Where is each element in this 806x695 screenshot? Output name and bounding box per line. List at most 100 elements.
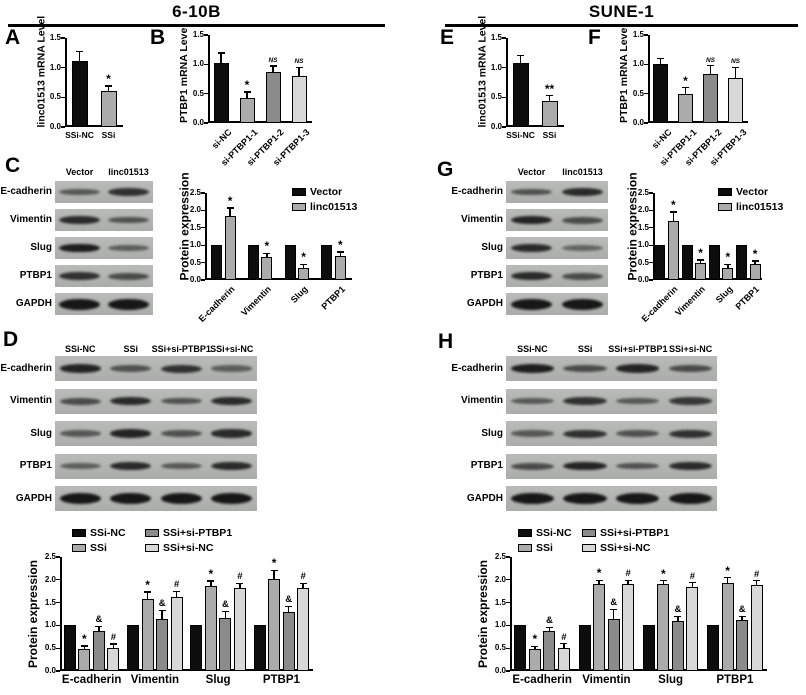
x-category-label: PTBP1	[262, 674, 300, 686]
significance-label: &	[610, 597, 618, 609]
legend-label: SSi	[536, 542, 553, 554]
significance-label: *	[208, 567, 214, 582]
blot-row-label: Slug	[30, 427, 52, 439]
blot-row-label: GAPDH	[15, 492, 52, 504]
panel-e-chart: linc01513 mRNA Level 0.0 0.5 1.0 1.5 SSi-NC **…	[470, 15, 615, 158]
blot-row-label: E-cadherin	[451, 186, 503, 197]
error-bar-cap	[270, 569, 278, 571]
error-bar-cap	[109, 643, 117, 645]
error-bar-cap	[545, 626, 553, 628]
plot-frame	[208, 35, 312, 123]
legend-label: SSi+si-PTBP1	[163, 527, 233, 539]
blot-band	[668, 493, 713, 504]
bar	[170, 596, 183, 671]
error-bar-cap	[144, 591, 152, 593]
error-bar	[146, 592, 149, 599]
blot-lane-label: linc01513	[108, 167, 149, 177]
blot-lane-label: Vector	[517, 167, 546, 177]
blot-band	[510, 430, 554, 437]
legend-label: linc01513	[736, 201, 784, 213]
y-tick-label: 1.0	[490, 62, 502, 72]
plot-frame	[510, 557, 767, 671]
blot-band	[510, 215, 553, 225]
y-tick-mark	[201, 279, 205, 281]
y-tick-mark	[502, 66, 506, 69]
y-tick-label: 0.0	[44, 666, 56, 675]
bar	[253, 625, 266, 671]
y-tick-label: 0.0	[490, 122, 502, 131]
y-tick-label: 2.5	[189, 188, 201, 197]
blot-box	[506, 237, 608, 259]
blot-band	[59, 493, 101, 504]
bar	[657, 584, 670, 671]
error-bar	[210, 581, 212, 586]
y-tick-mark	[61, 66, 65, 69]
blot-band	[160, 493, 202, 504]
significance-label: &	[738, 604, 746, 616]
bar	[667, 220, 679, 280]
blot-band	[561, 245, 604, 251]
y-tick-label: 0.5	[632, 88, 644, 98]
blot-band	[668, 461, 713, 471]
x-category-label: E-cadherin	[639, 284, 680, 324]
blot-band	[59, 243, 100, 253]
y-tick-label: 0.5	[44, 643, 56, 653]
legend-label: linc01513	[310, 201, 358, 213]
bar	[721, 583, 734, 671]
y-tick-label: 0.5	[490, 92, 502, 102]
y-tick-mark	[644, 122, 648, 124]
y-tick-label: 2.5	[637, 188, 649, 197]
panel-label-c: C	[5, 154, 21, 177]
blot-box	[506, 265, 608, 287]
y-tick-mark	[56, 624, 60, 627]
significance-label: *	[244, 77, 250, 92]
y-tick-label: 2.5	[44, 552, 56, 561]
y-tick-label: 1.5	[632, 30, 644, 39]
panel-c-chart: Protein expression 0.0 0.5 1.0 1.5 2.0 2.5 * E-c…	[177, 172, 400, 335]
bar	[63, 625, 76, 671]
legend-label: SSi	[90, 542, 107, 554]
error-bar	[677, 616, 679, 621]
error-bar	[548, 627, 551, 631]
panel-f-chart: PTBP1 mRNA Level 0.0 0.5 1.0 1.5 si-NC * si-PTB…	[612, 25, 804, 168]
error-bar	[726, 577, 729, 584]
bar	[261, 257, 273, 280]
bar	[541, 101, 558, 127]
blot-band	[510, 397, 554, 405]
significance-label: &	[285, 594, 293, 606]
bar	[127, 625, 140, 671]
blot-band	[108, 244, 149, 252]
bar	[578, 625, 591, 671]
legend-label: SSi-NC	[90, 527, 126, 539]
panel-label-f: F	[588, 26, 601, 49]
blot-band	[668, 397, 713, 405]
blot-band	[563, 493, 607, 504]
error-bar-cap	[659, 580, 667, 582]
y-tick-mark	[649, 261, 653, 264]
blot-row-label: PTBP1	[470, 270, 503, 281]
x-category-label: Vimentin	[239, 284, 274, 318]
bar	[291, 76, 307, 123]
panel-h-blot: SSi-NC SSi SSi+si-PTBP1 SSi+si-NC E-cadherin…	[426, 340, 726, 518]
blot-band	[59, 430, 101, 437]
blot-row-label: E-cadherin	[0, 362, 52, 374]
bar	[728, 77, 743, 123]
y-tick-mark	[61, 37, 65, 39]
bar	[695, 262, 707, 280]
blot-lane-label: SSi+si-PTBP1	[151, 344, 211, 354]
x-category-label: PTBP1	[733, 284, 762, 312]
significance-label: #	[300, 571, 306, 583]
y-tick-label: 1.5	[44, 597, 56, 607]
error-bar-cap	[724, 576, 732, 579]
y-tick-label: 0.0	[494, 666, 506, 675]
blot-band	[160, 397, 202, 405]
y-tick-label: 0.0	[637, 275, 649, 284]
y-tick-mark	[201, 261, 205, 264]
blot-band	[108, 272, 149, 280]
bar	[622, 583, 635, 671]
y-tick-mark	[502, 37, 506, 39]
y-tick-label: 2.5	[494, 552, 506, 561]
blot-row-label: GAPDH	[466, 492, 503, 504]
bar	[653, 64, 668, 123]
legend-label: Vector	[310, 186, 343, 198]
